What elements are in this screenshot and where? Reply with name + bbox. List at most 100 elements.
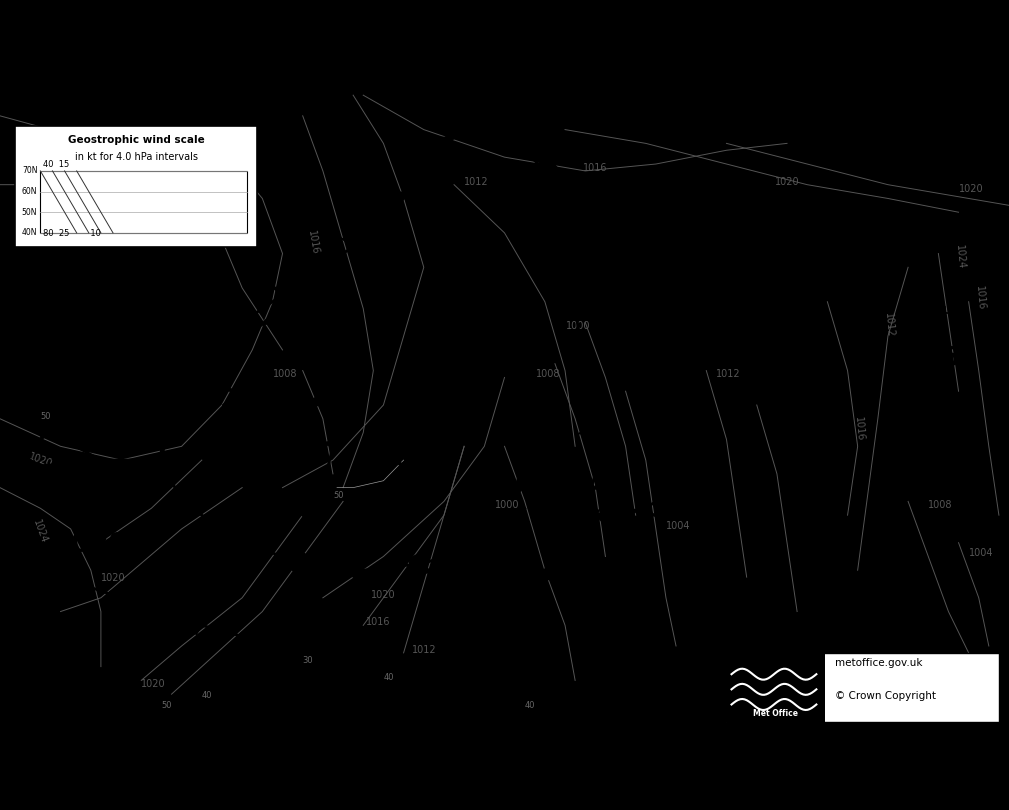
Polygon shape: [315, 437, 346, 446]
Polygon shape: [552, 500, 565, 520]
Text: 1020: 1020: [27, 451, 53, 469]
Text: 1020: 1020: [141, 680, 165, 689]
Text: L: L: [70, 271, 82, 289]
Text: L: L: [196, 343, 208, 361]
Polygon shape: [608, 531, 631, 546]
Polygon shape: [388, 191, 420, 198]
Text: 1020: 1020: [775, 177, 799, 186]
Polygon shape: [428, 137, 459, 143]
Text: 50: 50: [40, 411, 50, 420]
Polygon shape: [551, 539, 578, 552]
Polygon shape: [39, 421, 50, 442]
Polygon shape: [349, 561, 365, 580]
Polygon shape: [428, 137, 459, 143]
Text: 40: 40: [525, 701, 535, 710]
Polygon shape: [470, 537, 495, 552]
Polygon shape: [663, 488, 693, 497]
Text: 1020: 1020: [101, 573, 125, 582]
Text: 1020: 1020: [371, 590, 396, 599]
Polygon shape: [567, 359, 592, 372]
Polygon shape: [557, 297, 582, 310]
Text: 40: 40: [383, 673, 394, 682]
Polygon shape: [147, 602, 167, 620]
Text: 40  15: 40 15: [43, 160, 70, 169]
Polygon shape: [256, 310, 275, 328]
Polygon shape: [0, 430, 10, 446]
Polygon shape: [588, 512, 609, 527]
Polygon shape: [311, 479, 336, 492]
Text: 1004: 1004: [969, 548, 993, 558]
Bar: [726, 653, 999, 722]
Polygon shape: [85, 454, 101, 472]
Text: 1012: 1012: [883, 313, 895, 338]
Polygon shape: [26, 561, 46, 579]
Polygon shape: [447, 87, 477, 96]
Text: 1016: 1016: [853, 416, 865, 441]
Text: 1012: 1012: [716, 369, 741, 379]
Polygon shape: [167, 492, 192, 508]
Polygon shape: [289, 554, 305, 573]
Text: 1012: 1012: [163, 388, 240, 414]
Text: 1024: 1024: [954, 244, 966, 269]
Polygon shape: [238, 629, 255, 649]
Text: © Crown Copyright: © Crown Copyright: [835, 691, 936, 701]
Text: 70N: 70N: [22, 166, 37, 176]
Text: 1029: 1029: [52, 532, 129, 558]
Bar: [726, 653, 824, 722]
Text: 1008: 1008: [78, 388, 154, 414]
Text: 1020: 1020: [960, 184, 984, 194]
Text: 1008: 1008: [536, 369, 560, 379]
Polygon shape: [608, 531, 631, 546]
Polygon shape: [567, 359, 592, 372]
Text: 989: 989: [47, 316, 104, 342]
Text: L: L: [387, 401, 400, 420]
Text: Forecast chart (T+24) valid 18 UTC SAT 27 APR 2024: Forecast chart (T+24) valid 18 UTC SAT 2…: [20, 85, 278, 95]
Text: 50N: 50N: [22, 207, 37, 217]
Text: L: L: [604, 528, 616, 548]
Text: 1016: 1016: [974, 285, 986, 310]
Text: metoffice.gov.uk: metoffice.gov.uk: [835, 659, 922, 668]
Text: L: L: [917, 301, 929, 320]
Polygon shape: [143, 408, 171, 419]
Text: H: H: [249, 625, 265, 644]
Polygon shape: [547, 242, 572, 255]
Text: 1000: 1000: [495, 501, 520, 510]
Polygon shape: [144, 448, 165, 464]
Polygon shape: [532, 162, 557, 173]
Polygon shape: [649, 641, 671, 656]
Polygon shape: [629, 586, 651, 601]
Polygon shape: [450, 83, 464, 103]
Polygon shape: [514, 476, 525, 497]
Polygon shape: [286, 352, 309, 368]
Text: L: L: [902, 608, 914, 627]
Text: 80  25        10: 80 25 10: [43, 229, 101, 238]
Text: 1025: 1025: [613, 326, 688, 352]
Polygon shape: [547, 202, 576, 212]
Text: Met Office: Met Office: [753, 710, 798, 718]
Polygon shape: [410, 555, 430, 573]
Polygon shape: [269, 286, 300, 295]
Polygon shape: [410, 555, 430, 573]
Polygon shape: [447, 87, 477, 96]
Polygon shape: [340, 238, 370, 246]
Polygon shape: [67, 574, 87, 593]
Text: 993: 993: [582, 573, 639, 599]
Polygon shape: [77, 499, 105, 510]
Polygon shape: [557, 297, 582, 310]
Polygon shape: [36, 464, 62, 480]
Text: 1024: 1024: [31, 518, 49, 544]
Polygon shape: [164, 362, 195, 371]
Polygon shape: [0, 533, 10, 549]
Polygon shape: [649, 641, 671, 656]
Polygon shape: [188, 616, 207, 634]
Text: 1008: 1008: [928, 501, 952, 510]
Text: 1000: 1000: [871, 653, 945, 679]
Text: L: L: [110, 343, 122, 361]
Text: 1000: 1000: [566, 322, 590, 331]
Polygon shape: [164, 362, 195, 371]
Text: 1016: 1016: [306, 230, 320, 255]
Polygon shape: [629, 509, 659, 517]
Polygon shape: [531, 566, 558, 580]
Bar: [40, 171, 247, 233]
Text: H: H: [643, 280, 659, 300]
